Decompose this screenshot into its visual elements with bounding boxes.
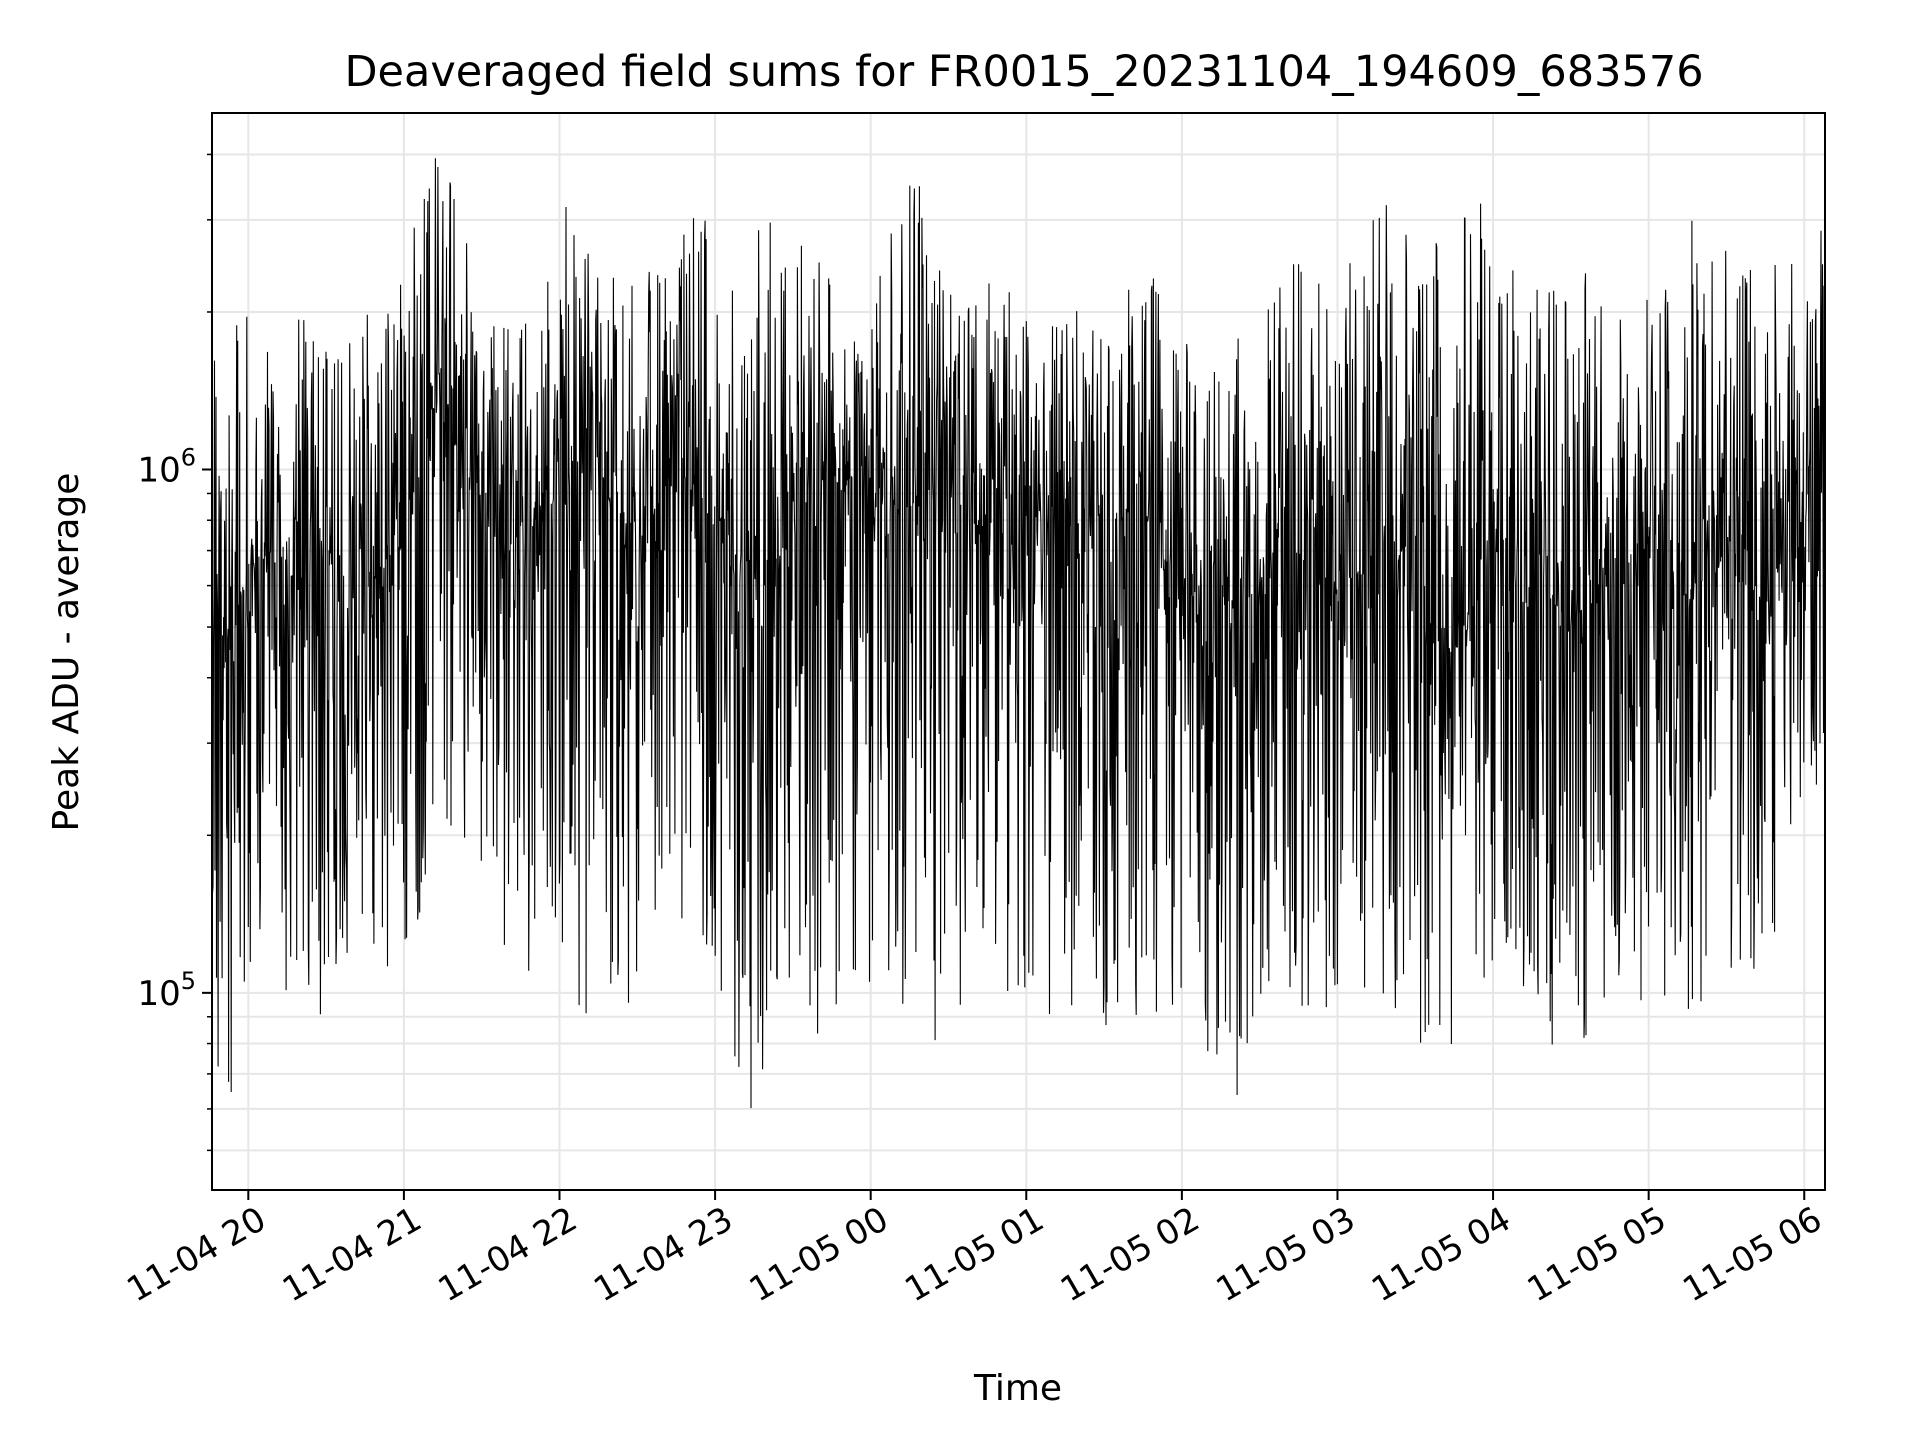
series-layer bbox=[211, 158, 1826, 1109]
y-tick-label: 106 bbox=[137, 444, 196, 491]
plot-frame bbox=[211, 112, 1826, 1191]
y-axis-label: Peak ADU - average bbox=[46, 473, 87, 832]
y-axis: 105 106 bbox=[137, 153, 212, 1152]
y-tick-label: 105 bbox=[137, 967, 196, 1014]
x-axis-label: Time bbox=[973, 1368, 1062, 1409]
chart-title: Deaveraged field sums for FR0015_2023110… bbox=[344, 47, 1703, 97]
series-line bbox=[211, 158, 1826, 1109]
